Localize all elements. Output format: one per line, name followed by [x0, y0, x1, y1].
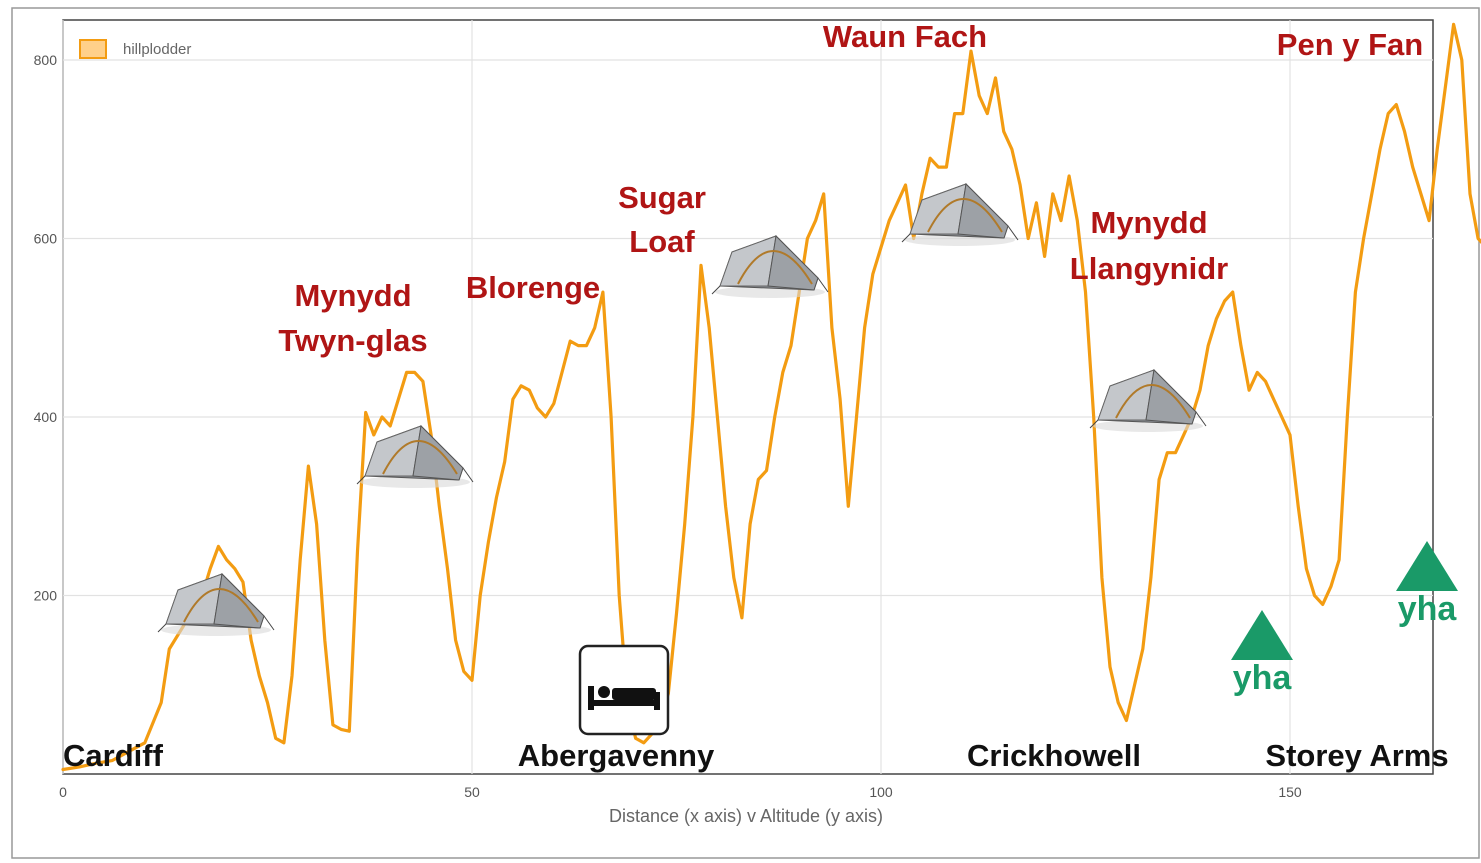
y-tick-label: 400: [34, 409, 58, 425]
tent-icon: [1089, 368, 1207, 432]
town-label-storey-arms: Storey Arms: [1265, 738, 1448, 773]
peak-label-waun-fach: Waun Fach: [823, 19, 987, 54]
yha-icon: yha: [1231, 610, 1293, 697]
tent-icon: [356, 424, 474, 488]
y-tick-label: 600: [34, 231, 58, 247]
svg-text:yha: yha: [1233, 659, 1293, 697]
legend-swatch: [79, 39, 107, 59]
x-axis-title: Distance (x axis) v Altitude (y axis): [609, 806, 883, 826]
gridlines: [62, 20, 1433, 774]
bed-icon: [578, 644, 670, 736]
series-layer: [61, 22, 1481, 772]
y-tick-label: 200: [34, 588, 58, 604]
peak-labels: Mynydd Twyn-glas Blorenge Sugar Loaf Wau…: [278, 19, 1423, 358]
svg-text:yha: yha: [1398, 590, 1458, 628]
plot-area: [62, 19, 1434, 775]
tent-icon: [157, 572, 275, 636]
peak-label-pen-y-fan: Pen y Fan: [1277, 27, 1423, 62]
town-label-abergavenny: Abergavenny: [518, 738, 715, 773]
peak-label-twyn-glas-2: Twyn-glas: [278, 323, 427, 358]
x-tick-label: 0: [59, 784, 67, 800]
x-tick-label: 100: [869, 784, 893, 800]
legend-label: hillplodder: [123, 41, 191, 58]
x-tick-label: 150: [1278, 784, 1302, 800]
tick-labels: 0 50 100 150 200 400 600 800: [34, 52, 1302, 800]
tent-icon: [711, 234, 829, 298]
peak-label-sugar-loaf-1: Sugar: [618, 180, 706, 215]
peak-label-blorenge: Blorenge: [466, 270, 600, 305]
town-label-crickhowell: Crickhowell: [967, 738, 1141, 773]
legend: hillplodder: [79, 39, 191, 59]
peak-label-twyn-glas-1: Mynydd: [294, 278, 411, 313]
town-labels: Cardiff Abergavenny Crickhowell Storey A…: [63, 738, 1449, 773]
peak-label-sugar-loaf-2: Loaf: [629, 224, 695, 259]
icons-layer: yha yha: [157, 182, 1458, 736]
y-tick-label: 800: [34, 52, 58, 68]
peak-label-llangynidr-2: Llangynidr: [1070, 251, 1228, 286]
tent-icon: [901, 182, 1019, 246]
x-tick-label: 50: [464, 784, 480, 800]
series-line: [61, 22, 1481, 772]
town-label-cardiff: Cardiff: [63, 738, 164, 773]
yha-icon: yha: [1396, 541, 1458, 628]
peak-label-llangynidr-1: Mynydd: [1090, 205, 1207, 240]
